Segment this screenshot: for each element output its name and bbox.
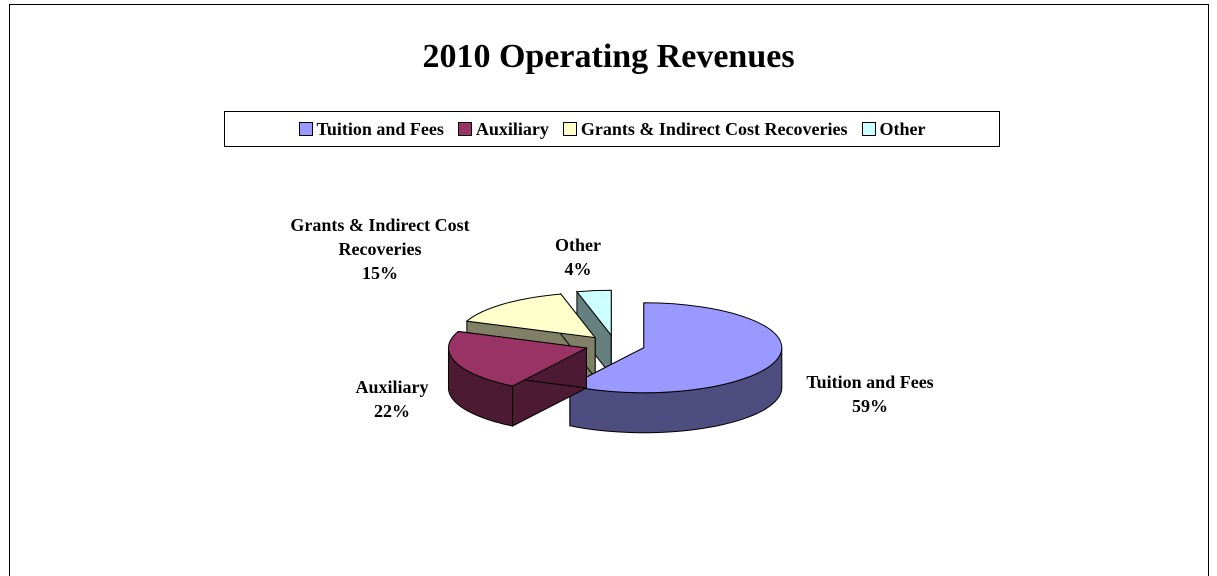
slice-top xyxy=(465,293,597,339)
legend-swatch xyxy=(298,122,313,136)
chart-frame xyxy=(9,4,1209,576)
data-label: Tuition and Fees 59% xyxy=(770,370,970,418)
legend-label: Grants & Indirect Cost Recoveries xyxy=(580,118,848,139)
chart-title: 2010 Operating Revenues xyxy=(422,38,795,75)
legend-label: Other xyxy=(879,118,926,139)
data-label-name: Auxiliary xyxy=(355,377,429,397)
data-label-value: 22% xyxy=(374,401,410,421)
slice-top xyxy=(575,289,612,337)
legend-item: Other xyxy=(861,118,926,140)
legend-label: Tuition and Fees xyxy=(316,118,444,139)
data-label: Auxiliary 22% xyxy=(312,375,472,423)
slice xyxy=(447,330,589,427)
slice xyxy=(568,302,783,434)
slice xyxy=(575,289,612,377)
legend: Tuition and Fees Auxiliary Grants & Indire… xyxy=(224,111,1000,147)
legend-label: Auxiliary xyxy=(475,118,549,139)
legend-swatch xyxy=(562,122,577,136)
data-label-name: Other xyxy=(555,235,601,255)
legend-swatch xyxy=(861,122,876,136)
data-label-value: 15% xyxy=(362,263,398,283)
data-label-value: 4% xyxy=(564,259,592,279)
slice-top xyxy=(448,330,589,387)
data-label: Other 4% xyxy=(528,233,628,281)
slice-top xyxy=(568,302,783,394)
data-label-name: Grants & Indirect Cost Recoveries xyxy=(290,215,470,259)
data-label-value: 59% xyxy=(852,396,888,416)
data-label: Grants & Indirect Cost Recoveries 15% xyxy=(260,213,500,285)
legend-item: Grants & Indirect Cost Recoveries xyxy=(562,118,848,140)
legend-swatch xyxy=(457,122,472,136)
legend-item: Tuition and Fees xyxy=(298,118,444,140)
data-label-name: Tuition and Fees xyxy=(806,372,934,392)
legend-item: Auxiliary xyxy=(457,118,549,140)
